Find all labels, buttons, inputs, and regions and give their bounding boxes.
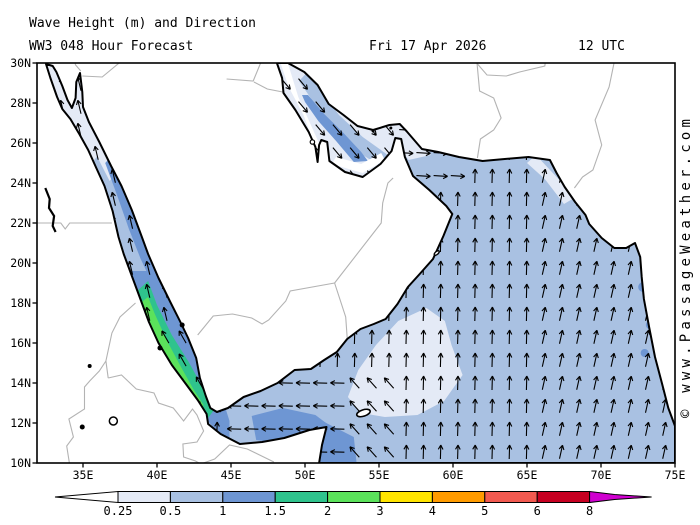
lon-label: 55E	[369, 468, 390, 482]
coastline	[45, 63, 675, 463]
legend-box	[327, 491, 381, 503]
legend-label: 5	[481, 504, 488, 518]
wave-region	[302, 95, 368, 162]
legend-box	[222, 491, 276, 503]
wave-region	[347, 308, 463, 417]
island-dot	[389, 126, 393, 130]
lat-label: 22N	[10, 216, 31, 230]
lat-label: 26N	[10, 136, 31, 150]
wave-region	[139, 297, 204, 413]
legend-under-arrow	[54, 490, 119, 504]
lon-label: 60E	[443, 468, 464, 482]
legend-label: 1.5	[264, 504, 286, 518]
island-dot	[371, 129, 375, 133]
island-dot	[87, 364, 92, 368]
lon-label: 75E	[665, 468, 686, 482]
lon-label: 45E	[221, 468, 242, 482]
sea-base-fill	[46, 63, 675, 463]
lon-label: 35E	[73, 468, 94, 482]
lat-label: 28N	[10, 96, 31, 110]
legend-label: 0.25	[104, 504, 133, 518]
legend-box	[379, 491, 433, 503]
wave-region	[527, 155, 576, 204]
wave-region	[316, 422, 357, 463]
forecast-date: Fri 17 Apr 2026	[369, 39, 486, 54]
map-subtitle: WW3 048 Hour Forecast	[29, 39, 193, 54]
legend-box	[431, 491, 486, 503]
legend-label: 6	[534, 504, 541, 518]
legend-label: 2	[324, 504, 331, 518]
lake-nasser	[44, 187, 57, 233]
lat-label: 10N	[10, 456, 31, 470]
axes: 30N 28N 26N 24N 22N 20N 18N 16N 14N 12N 10N 35E 40E 4…	[10, 56, 685, 482]
island-dot	[157, 345, 163, 351]
forecast-time: 12 UTC	[578, 39, 625, 54]
legend-label: 1	[219, 504, 226, 518]
legend-label: 0.5	[160, 504, 182, 518]
wave-region	[299, 73, 388, 165]
island-dot	[179, 322, 185, 328]
legend-over-arrow	[589, 490, 652, 504]
legend-label: 4	[429, 504, 436, 518]
legend-box	[117, 491, 171, 503]
bahrain-island	[309, 139, 316, 145]
map-area	[37, 63, 675, 463]
legend-label: 8	[586, 504, 593, 518]
lon-label: 50E	[295, 468, 316, 482]
color-scale-legend: 0.25 0.5 1 1.5 2 3 4 5 6 8	[54, 490, 652, 518]
lat-label: 16N	[10, 336, 31, 350]
map-inner	[37, 63, 675, 463]
legend-box	[536, 491, 591, 503]
lon-label: 40E	[147, 468, 168, 482]
lat-label: 12N	[10, 416, 31, 430]
map-title: Wave Height (m) and Direction	[29, 16, 256, 31]
lat-label: 24N	[10, 176, 31, 190]
lat-label: 14N	[10, 376, 31, 390]
watermark: © www.PassageWeather.com	[678, 115, 694, 418]
masirah-island	[433, 250, 440, 256]
lat-label: 18N	[10, 296, 31, 310]
legend-label: 3	[376, 504, 383, 518]
legend-box	[484, 491, 538, 503]
lakes-and-islands	[44, 126, 440, 430]
legend-box	[169, 491, 224, 503]
lon-label: 65E	[517, 468, 538, 482]
lon-label: 70E	[591, 468, 612, 482]
wave-region	[331, 153, 385, 173]
lat-label: 30N	[10, 56, 31, 70]
island-dot	[79, 424, 85, 430]
lat-label: 20N	[10, 256, 31, 270]
legend-box	[274, 491, 329, 503]
wave-region	[279, 63, 328, 163]
lake-tana	[108, 416, 119, 426]
socotra-island	[355, 408, 371, 418]
